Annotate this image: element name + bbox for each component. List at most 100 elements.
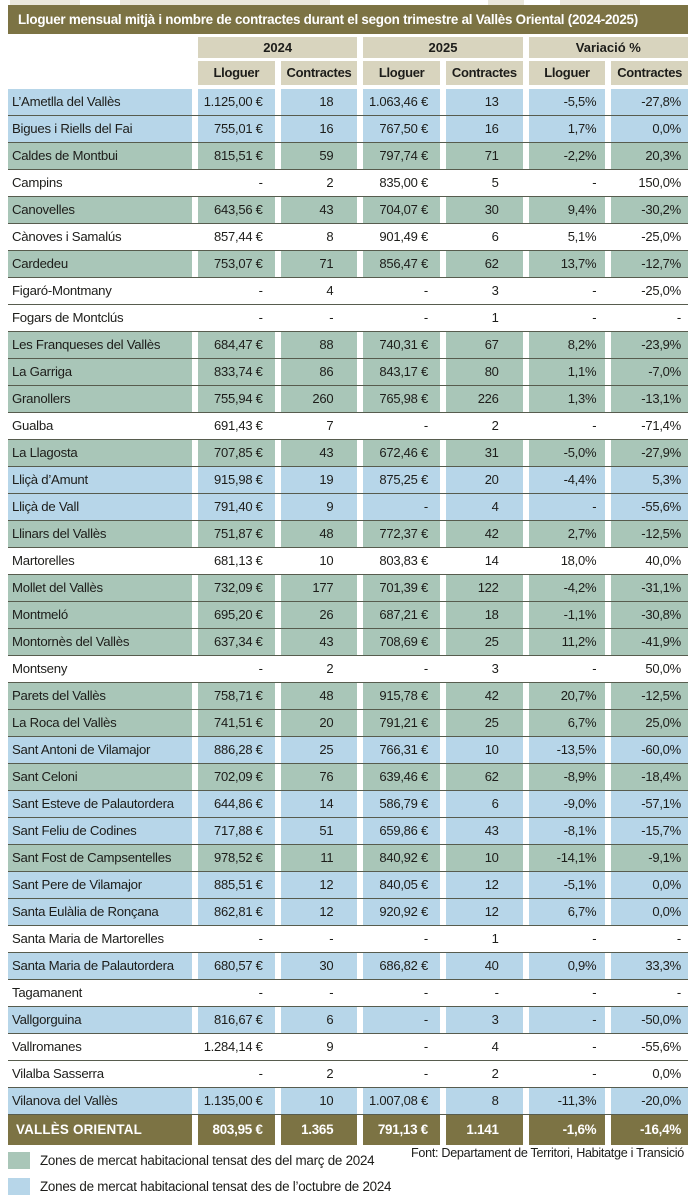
- cell-value: -: [363, 656, 440, 682]
- municipality-name: Bigues i Riells del Fai: [8, 116, 192, 142]
- table-row: Sant Fost de Campsentelles 978,52 € 11 8…: [8, 845, 688, 872]
- cell-value: 843,17 €: [363, 359, 440, 385]
- cell-value: 755,94 €: [198, 386, 275, 412]
- cell-value: -7,0%: [611, 359, 688, 385]
- cell-value: 30: [445, 197, 523, 223]
- table-row: Lliçà de Vall 791,40 € 9 - 4 - -55,6%: [8, 494, 688, 521]
- cell-value: -50,0%: [611, 1007, 688, 1033]
- cell-value: 51: [280, 818, 358, 844]
- cell-value: 71: [445, 143, 523, 169]
- cell-value: 9: [280, 1034, 358, 1060]
- table-row: Santa Maria de Palautordera 680,57 € 30 …: [8, 953, 688, 980]
- cell-value: 875,25 €: [363, 467, 440, 493]
- legend-label: Zones de mercat habitacional tensat des …: [40, 1179, 392, 1194]
- cell-value: 20: [280, 710, 358, 736]
- cell-value: 88: [280, 332, 358, 358]
- table-row: Tagamanent - - - - - -: [8, 980, 688, 1007]
- cell-value: -27,9%: [611, 440, 688, 466]
- cell-value: 732,09 €: [198, 575, 275, 601]
- cell-value: -31,1%: [611, 575, 688, 601]
- cell-value: -: [280, 305, 358, 331]
- cell-value: 1.365: [280, 1115, 358, 1145]
- cell-value: 12: [445, 899, 523, 925]
- cell-value: -14,1%: [528, 845, 606, 871]
- cell-value: -12,7%: [611, 251, 688, 277]
- cell-value: -11,3%: [528, 1088, 606, 1114]
- table-row: Vilalba Sasserra - 2 - 2 - 0,0%: [8, 1061, 688, 1088]
- cell-value: 3: [445, 278, 523, 304]
- cell-value: 10: [445, 845, 523, 871]
- cell-value: 1.125,00 €: [198, 89, 275, 115]
- cell-value: 751,87 €: [198, 521, 275, 547]
- table-row: La Garriga 833,74 € 86 843,17 € 80 1,1% …: [8, 359, 688, 386]
- cell-value: 20: [445, 467, 523, 493]
- municipality-name: Sant Celoni: [8, 764, 192, 790]
- cell-value: 695,20 €: [198, 602, 275, 628]
- table-row: Santa Eulàlia de Ronçana 862,81 € 12 920…: [8, 899, 688, 926]
- cell-value: 915,78 €: [363, 683, 440, 709]
- cell-value: -9,0%: [528, 791, 606, 817]
- municipality-name: Tagamanent: [8, 980, 192, 1006]
- cell-value: -: [363, 278, 440, 304]
- cell-value: -30,8%: [611, 602, 688, 628]
- cell-value: 1.141: [445, 1115, 523, 1145]
- cell-value: 150,0%: [611, 170, 688, 196]
- cell-value: -71,4%: [611, 413, 688, 439]
- source-note: Font: Departament de Territori, Habitatg…: [411, 1146, 684, 1160]
- cell-value: 978,52 €: [198, 845, 275, 871]
- cell-value: -: [528, 1034, 606, 1060]
- cell-value: -: [528, 278, 606, 304]
- cell-value: 680,57 €: [198, 953, 275, 979]
- cell-value: 16: [445, 116, 523, 142]
- cell-value: -15,7%: [611, 818, 688, 844]
- table-row: Sant Celoni 702,09 € 76 639,46 € 62 -8,9…: [8, 764, 688, 791]
- column-header-lloguer-2024: Lloguer: [198, 61, 275, 85]
- green-zone-swatch: [8, 1152, 30, 1169]
- cell-value: -4,2%: [528, 575, 606, 601]
- cell-value: -: [363, 494, 440, 520]
- cell-value: 10: [280, 548, 358, 574]
- table-row: Sant Esteve de Palautordera 644,86 € 14 …: [8, 791, 688, 818]
- cell-value: -: [198, 305, 275, 331]
- table-row: L’Ametlla del Vallès 1.125,00 € 18 1.063…: [8, 89, 688, 116]
- cell-value: 43: [280, 440, 358, 466]
- cropped-print-artifact: [120, 0, 330, 5]
- municipality-name: Vallgorguina: [8, 1007, 192, 1033]
- cell-value: 260: [280, 386, 358, 412]
- name-column-spacer: [8, 37, 192, 58]
- municipality-name: Cardedeu: [8, 251, 192, 277]
- cell-value: 14: [280, 791, 358, 817]
- cell-value: 9: [280, 494, 358, 520]
- municipality-name: Cànoves i Samalús: [8, 224, 192, 250]
- cell-value: -: [445, 980, 523, 1006]
- cell-value: 5,1%: [528, 224, 606, 250]
- cell-value: -: [198, 926, 275, 952]
- cell-value: 3: [445, 1007, 523, 1033]
- cell-value: -5,1%: [528, 872, 606, 898]
- cell-value: -5,5%: [528, 89, 606, 115]
- cell-value: 708,69 €: [363, 629, 440, 655]
- cell-value: -: [198, 1061, 275, 1087]
- cell-value: -13,5%: [528, 737, 606, 763]
- cell-value: -8,1%: [528, 818, 606, 844]
- table-row: Sant Feliu de Codines 717,88 € 51 659,86…: [8, 818, 688, 845]
- column-group-variation: Variació %: [528, 37, 688, 58]
- table-row: Vallromanes 1.284,14 € 9 - 4 - -55,6%: [8, 1034, 688, 1061]
- cell-value: 755,01 €: [198, 116, 275, 142]
- cell-value: 20,7%: [528, 683, 606, 709]
- municipality-name: Figaró-Montmany: [8, 278, 192, 304]
- cell-value: 25: [280, 737, 358, 763]
- cell-value: 797,74 €: [363, 143, 440, 169]
- cell-value: -30,2%: [611, 197, 688, 223]
- cell-value: 840,92 €: [363, 845, 440, 871]
- cell-value: 1,1%: [528, 359, 606, 385]
- cell-value: 1,7%: [528, 116, 606, 142]
- cell-value: 840,05 €: [363, 872, 440, 898]
- cell-value: 20,3%: [611, 143, 688, 169]
- total-row: VALLÈS ORIENTAL 803,95 € 1.365 791,13 € …: [8, 1115, 688, 1145]
- municipality-name: Montornès del Vallès: [8, 629, 192, 655]
- municipality-name: Montseny: [8, 656, 192, 682]
- cell-value: -41,9%: [611, 629, 688, 655]
- cell-value: -: [198, 980, 275, 1006]
- municipality-name: Parets del Vallès: [8, 683, 192, 709]
